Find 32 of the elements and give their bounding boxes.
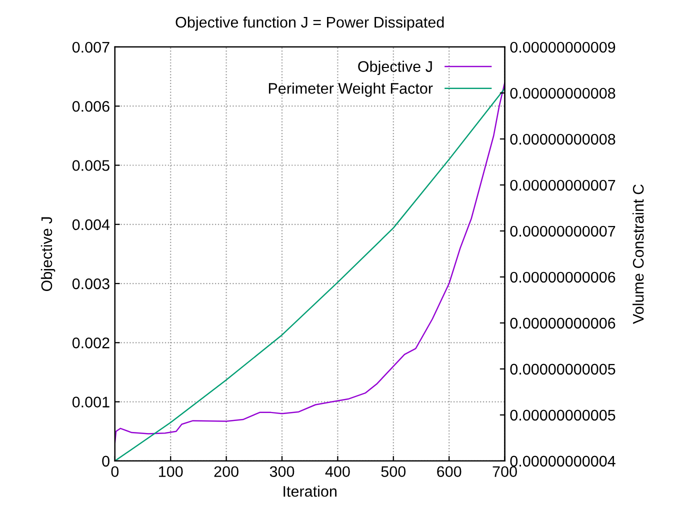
y2-tick-label: 0.00000000005 xyxy=(510,410,616,421)
y2-tick-label: 0.00000000009 xyxy=(510,42,616,53)
x-tick-label: 300 xyxy=(270,466,294,478)
y-tick-label: 0.007 xyxy=(72,42,110,53)
legend-label: Perimeter Weight Factor xyxy=(268,82,433,97)
y2-tick-label: 0.00000000007 xyxy=(510,180,616,191)
x-tick-label: 600 xyxy=(437,466,462,478)
y-tick-label: 0 xyxy=(102,456,110,467)
y2-tick-label: 0.00000000005 xyxy=(510,364,616,375)
y-tick-label: 0.005 xyxy=(72,160,110,171)
y2-axis-title: Volume Constraint C xyxy=(632,184,644,324)
y2-tick-label: 0.00000000008 xyxy=(510,134,616,145)
x-tick-label: 100 xyxy=(159,466,183,478)
x-tick-label: 400 xyxy=(325,466,350,478)
x-tick-label: 0 xyxy=(111,466,119,478)
x-tick-label: 500 xyxy=(381,466,406,478)
y-tick-label: 0.003 xyxy=(72,278,110,290)
x-axis-title: Iteration xyxy=(284,486,336,497)
y2-tick-label: 0.00000000004 xyxy=(510,456,616,467)
y2-tick-label: 0.00000000006 xyxy=(510,318,616,329)
x-tick-label: 200 xyxy=(214,466,238,478)
chart-title: Objective function J = Power Dissipated xyxy=(176,16,444,31)
y-tick-label: 0.002 xyxy=(72,338,110,348)
y-tick-label: 0.004 xyxy=(72,219,110,230)
y2-tick-label: 0.00000000008 xyxy=(510,88,616,99)
x-tick-label: 700 xyxy=(492,466,517,478)
legend-label: Objective J xyxy=(358,60,432,75)
y-tick-label: 0.006 xyxy=(72,100,110,112)
y2-tick-label: 0.00000000007 xyxy=(510,226,616,237)
y-tick-label: 0.001 xyxy=(72,396,110,408)
y2-tick-label: 0.00000000006 xyxy=(510,272,616,283)
y-axis-title: Objective J xyxy=(40,217,56,292)
